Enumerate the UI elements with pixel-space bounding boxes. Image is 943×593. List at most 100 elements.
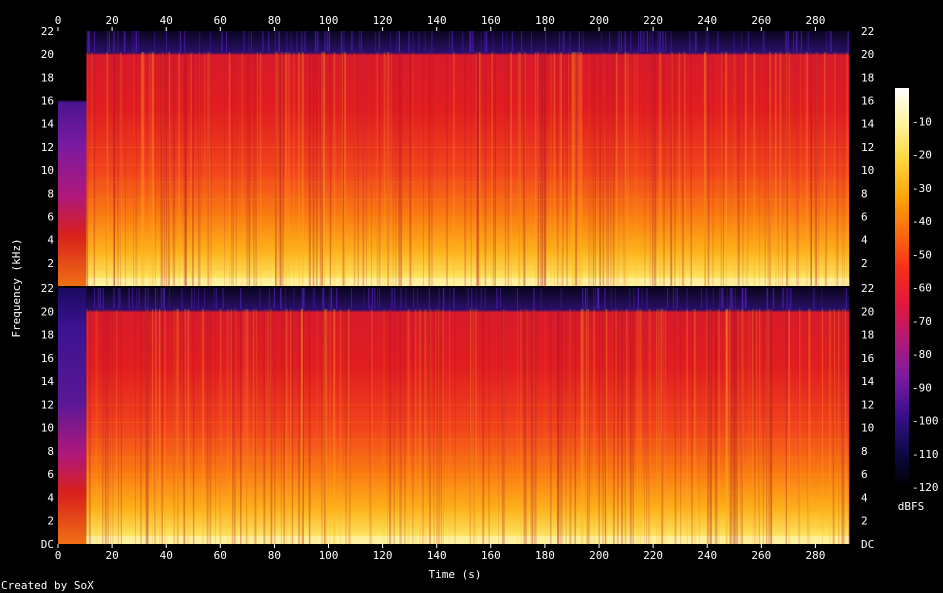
x-axis-label: Time (s) bbox=[429, 568, 482, 581]
x-tick-label: 220 bbox=[643, 14, 663, 27]
y-tick-label: 14 bbox=[861, 118, 875, 131]
x-tick-label: 120 bbox=[373, 549, 393, 562]
y-tick-label: 12 bbox=[861, 398, 874, 411]
y-tick-label: 18 bbox=[861, 329, 874, 342]
colorbar-tick-label: -110 bbox=[912, 448, 939, 461]
x-tick-label: 160 bbox=[481, 14, 501, 27]
y-tick-label: 20 bbox=[861, 305, 874, 318]
colorbar-tick-label: -20 bbox=[912, 149, 932, 162]
texture-streaks bbox=[86, 31, 850, 287]
y-tick-label: 12 bbox=[41, 398, 54, 411]
x-tick-label: 260 bbox=[751, 14, 771, 27]
colorbar-gradient bbox=[895, 88, 909, 487]
y-tick-label: 14 bbox=[41, 118, 55, 131]
y-tick-label: 12 bbox=[41, 141, 54, 154]
x-tick-label: 280 bbox=[805, 549, 825, 562]
x-tick-label: 100 bbox=[319, 549, 339, 562]
texture-streaks bbox=[86, 288, 850, 544]
x-tick-label: 100 bbox=[319, 14, 339, 27]
colorbar-tick-label: -100 bbox=[912, 415, 939, 428]
x-tick-label: 60 bbox=[214, 549, 227, 562]
footer-credit: Created by SoX bbox=[1, 579, 94, 592]
y-tick-label: 4 bbox=[861, 491, 868, 504]
y-tick-label: 8 bbox=[47, 187, 54, 200]
x-tick-label: 180 bbox=[535, 14, 555, 27]
y-tick-label: 18 bbox=[861, 71, 874, 84]
x-tick-label: 0 bbox=[55, 549, 62, 562]
low-frequency-band bbox=[86, 278, 850, 286]
y-tick-label: DC bbox=[41, 538, 54, 551]
colorbar-tick-label: -60 bbox=[912, 282, 932, 295]
y-tick-label: 6 bbox=[47, 210, 54, 223]
x-tick-label: 260 bbox=[751, 549, 771, 562]
y-tick-label: 8 bbox=[861, 187, 868, 200]
y-tick-label: 18 bbox=[41, 71, 54, 84]
y-tick-label: 22 bbox=[861, 25, 874, 38]
y-tick-label: 4 bbox=[861, 234, 868, 247]
x-tick-label: 80 bbox=[268, 549, 281, 562]
plot-area bbox=[58, 31, 856, 544]
y-tick-label: 2 bbox=[861, 515, 868, 528]
x-tick-label: 120 bbox=[373, 14, 393, 27]
x-tick-label: 200 bbox=[589, 549, 609, 562]
x-tick-label: 140 bbox=[427, 14, 447, 27]
y-tick-label: 6 bbox=[861, 210, 868, 223]
colorbar-tick-label: -120 bbox=[912, 481, 939, 494]
x-axis-bottom: 0 20 40 60 80 100 120 140 160 180 200 220 240 260 280 bbox=[55, 544, 825, 562]
x-tick-label: 40 bbox=[160, 14, 173, 27]
spectrum-band bbox=[86, 31, 850, 286]
y-tick-label: 8 bbox=[861, 445, 868, 458]
x-tick-label: 20 bbox=[105, 549, 118, 562]
x-tick-label: 60 bbox=[214, 14, 227, 27]
x-tick-label: 220 bbox=[643, 549, 663, 562]
colorbar-tick-label: -80 bbox=[912, 348, 932, 361]
channel-panel-1 bbox=[58, 31, 856, 287]
x-tick-label: 140 bbox=[427, 549, 447, 562]
colorbar-tick-label: -50 bbox=[912, 248, 932, 261]
y-tick-label: 10 bbox=[861, 422, 874, 435]
x-tick-label: 20 bbox=[105, 14, 118, 27]
y-tick-label: 22 bbox=[861, 282, 874, 295]
y-tick-label: 22 bbox=[41, 282, 54, 295]
y-tick-label: 14 bbox=[41, 375, 55, 388]
colorbar-label: dBFS bbox=[898, 500, 925, 513]
x-tick-label: 80 bbox=[268, 14, 281, 27]
colorbar-tick-label: -70 bbox=[912, 315, 932, 328]
x-tick-label: 180 bbox=[535, 549, 555, 562]
x-tick-label: 200 bbox=[589, 14, 609, 27]
y-tick-label: 2 bbox=[47, 257, 54, 270]
y-tick-label: 8 bbox=[47, 445, 54, 458]
y-tick-label: 14 bbox=[861, 375, 875, 388]
x-axis-top: 0 20 40 60 80 100 120 140 160 180 200 220 240 260 280 bbox=[55, 14, 825, 31]
x-tick-label: 280 bbox=[805, 14, 825, 27]
y-tick-label: 18 bbox=[41, 329, 54, 342]
y-tick-label: 10 bbox=[41, 164, 54, 177]
spectrum-band bbox=[86, 288, 850, 544]
y-tick-label: 10 bbox=[861, 164, 874, 177]
colorbar-tick-label: -30 bbox=[912, 182, 932, 195]
colorbar: -10 -20 -30 -40 -50 -60 -70 -80 -90 -100 -110 -120 bbox=[895, 88, 939, 494]
x-tick-label: 40 bbox=[160, 549, 173, 562]
intro-segment bbox=[58, 31, 87, 286]
x-tick-label: 240 bbox=[697, 549, 717, 562]
y-tick-label: 2 bbox=[861, 257, 868, 270]
y-tick-label: 10 bbox=[41, 422, 54, 435]
low-frequency-band bbox=[86, 536, 850, 544]
x-tick-label: 240 bbox=[697, 14, 717, 27]
y-tick-label: 16 bbox=[41, 95, 54, 108]
x-tick-label: 0 bbox=[55, 14, 62, 27]
y-tick-label: 16 bbox=[861, 95, 874, 108]
y-tick-label: 16 bbox=[41, 352, 54, 365]
channel-panel-2 bbox=[58, 288, 856, 544]
y-tick-label: 2 bbox=[47, 515, 54, 528]
y-tick-label: 16 bbox=[861, 352, 874, 365]
y-tick-label: 4 bbox=[47, 234, 54, 247]
y-tick-label: 4 bbox=[47, 491, 54, 504]
y-tick-label: 20 bbox=[41, 48, 54, 61]
y-tick-label: 20 bbox=[861, 48, 874, 61]
y-tick-label: 6 bbox=[47, 468, 54, 481]
intro-segment bbox=[58, 288, 87, 544]
y-tick-label: 20 bbox=[41, 305, 54, 318]
colorbar-tick-label: -10 bbox=[912, 115, 932, 128]
